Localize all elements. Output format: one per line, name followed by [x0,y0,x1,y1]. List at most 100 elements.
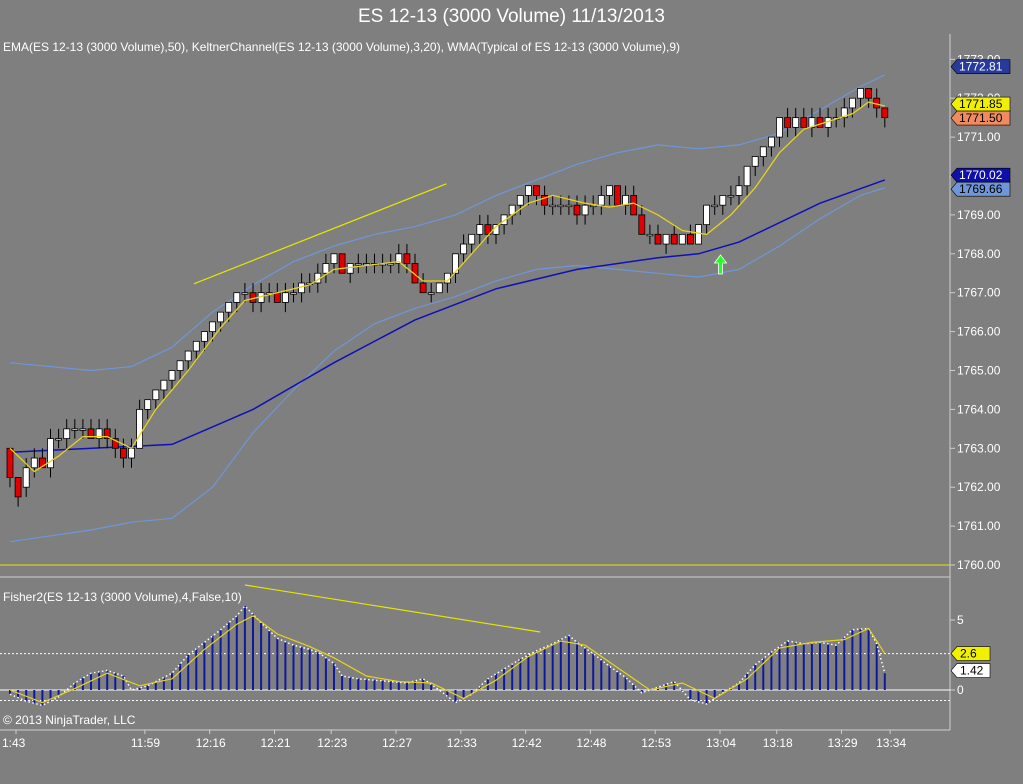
ema-50-line [9,179,886,453]
candle-body [614,185,621,206]
candle-body [79,428,87,431]
candle-body [427,292,435,295]
price-tag: 1771.85 [950,96,1011,112]
fisher-value-tag: 2.6 [950,646,991,661]
fisher-indicator-label: Fisher2(ES 12-13 (3000 Volume),4,False,1… [3,590,242,604]
fisher-bars [9,606,886,706]
candle-body [703,204,710,226]
candle [516,195,524,215]
x-tick-label: 12:21 [261,736,291,750]
candle-body [476,224,484,235]
x-tick-label: 13:04 [706,736,736,750]
candle [727,185,735,206]
candle-body [209,321,216,333]
candle [452,253,459,283]
candle [144,399,152,420]
keltner-upper-line [9,74,886,372]
x-tick-label: 13:34 [876,736,906,750]
candle-body [849,97,856,109]
candle-body [71,428,79,431]
candle [111,428,119,459]
candle [71,419,79,439]
signal-arrows [713,254,728,275]
x-tick-label: 12:53 [641,736,671,750]
candle-body [419,282,427,294]
candle-body [176,360,184,371]
candle-body [281,292,289,303]
candle-body [225,302,233,313]
candle-body [468,233,476,245]
candle-body [435,282,443,294]
candle-body [217,311,225,323]
candle-body [840,107,848,119]
candle-body [152,389,160,401]
x-tick-label: 12:23 [317,736,347,750]
wma-9-line [9,101,885,473]
candle [192,340,200,361]
candle-body [711,204,719,208]
candle [460,234,468,264]
candle [322,253,330,283]
candle [387,253,395,274]
price-tick-label: 1763.00 [957,441,1001,455]
candle-body [800,117,808,128]
candle-body [743,165,751,187]
candle [241,282,249,303]
candle-body [646,233,654,237]
candle-body [654,233,662,245]
ema-line [9,179,886,453]
candle [39,448,46,469]
candle-body [727,195,735,198]
candle [614,185,621,206]
candle [30,448,38,478]
candle-body [541,195,548,206]
candle [338,253,346,274]
candle [63,419,71,449]
price-tick-label: 1762.00 [957,480,1001,494]
candle-body [784,117,791,128]
candle [638,205,646,235]
candle [743,165,751,196]
fisher-lines [9,584,886,707]
candle [678,233,686,245]
fisher-panel[interactable]: 50 2.61.42 Fisher2(ES 12-13 (3000 Volume… [0,584,991,727]
candle-body [630,195,638,216]
up-arrow-icon [713,254,728,275]
price-tag-label: 1770.02 [959,168,1003,182]
candle-body [500,214,508,226]
price-tag-label: 1772.81 [959,60,1003,74]
candle [152,389,160,410]
candle-body [192,340,200,352]
x-tick-label: 12:33 [447,736,477,750]
candle [184,350,192,371]
candle-body [759,146,767,157]
candles [6,88,889,507]
candle [857,88,864,108]
price-tick-label: 1766.00 [957,325,1001,339]
candle-body [290,292,297,295]
candle-body [136,408,144,449]
candle [541,185,548,215]
candle-body [403,253,411,264]
candle [395,244,403,274]
candle [881,107,889,128]
candle-body [606,185,613,196]
candle-body [597,195,605,206]
price-plot-area [0,34,950,569]
candle-body [670,233,678,245]
x-tick-label: 12:16 [196,736,226,750]
candle-body [776,117,783,138]
candle [290,282,297,303]
candle-body [678,233,686,245]
fisher-value-tag-label: 1.42 [960,664,984,678]
candle [606,185,613,206]
candle-body [589,204,597,208]
candle [784,107,791,138]
candle-body [184,350,192,362]
price-panel[interactable]: 1760.00 1761.00 1762.00 1763.00 1764.00 1765.… [0,34,1011,730]
candle [533,185,540,206]
candle-body [338,253,346,274]
price-tag: 1770.02 [950,167,1011,183]
